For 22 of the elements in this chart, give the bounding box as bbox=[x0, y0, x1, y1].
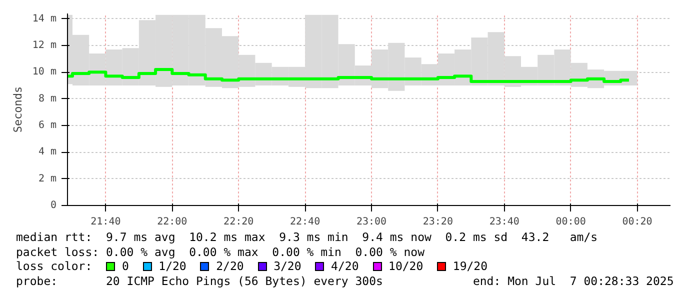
y-tick-label: 4 m bbox=[38, 146, 56, 158]
text: median rtt: 9.7 ms avg 10.2 ms max 9.3 ms min 9.4 ms now 0.2 ms sd 43.2 am/s bbox=[16, 230, 598, 244]
y-tick-label: 10 m bbox=[32, 66, 57, 78]
x-tick-label: 22:20 bbox=[224, 216, 254, 228]
x-tick-label: 23:20 bbox=[422, 216, 453, 228]
y-tick-label: 2 m bbox=[38, 173, 56, 184]
text: loss color: 0 1/20 2/20 3/20 4/20 10/20 19/20 bbox=[16, 259, 488, 273]
y-axis-title: Seconds bbox=[11, 86, 24, 133]
y-tick-label: 12 m bbox=[32, 40, 57, 51]
x-tick-label: 22:00 bbox=[157, 216, 188, 228]
text: packet loss: 0.00 % avg 0.00 % max 0.00 % min 0.00 % now bbox=[16, 244, 424, 258]
y-tick-label: 14 m bbox=[32, 13, 57, 24]
x-tick-label: 00:20 bbox=[622, 216, 652, 228]
y-tick-label: 0 bbox=[50, 200, 57, 211]
x-tick-label: 00:00 bbox=[556, 216, 586, 228]
y-tick-label: 6 m bbox=[38, 120, 56, 131]
x-tick-label: 23:40 bbox=[489, 216, 520, 228]
y-tick-label: 8 m bbox=[38, 93, 56, 104]
text: probe: 20 ICMP Echo Pings (56 Bytes) every 300s end: Mon Jul 7 00:28:33 2025 bbox=[16, 274, 674, 288]
x-tick-label: 22:40 bbox=[290, 216, 320, 228]
x-tick-label: 23:00 bbox=[356, 216, 387, 228]
x-tick-label: 21:40 bbox=[90, 216, 121, 228]
